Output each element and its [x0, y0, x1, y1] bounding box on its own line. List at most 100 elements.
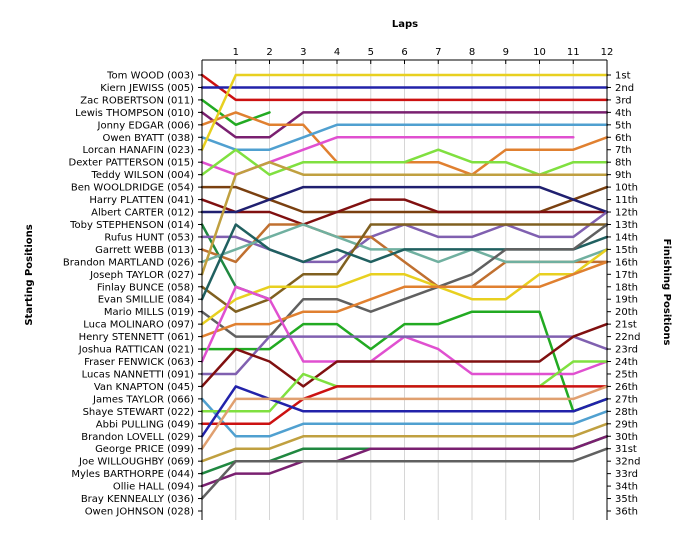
- finishing-position-label: 12th: [615, 208, 638, 219]
- finishing-position-label: 7th: [615, 145, 632, 156]
- finishing-position-label: 8th: [615, 158, 632, 169]
- driver-series-line: [200, 385, 609, 426]
- series-lines: [200, 73, 609, 500]
- lap-tick-label: 9: [503, 47, 509, 58]
- driver-label: George PRICE (099): [95, 444, 194, 455]
- driver-label: Finlay BUNCE (058): [97, 282, 194, 293]
- finishing-position-label: 31st: [615, 444, 637, 455]
- finishing-position-label: 28th: [615, 407, 638, 418]
- finishing-position-label: 20th: [615, 307, 638, 318]
- lap-tick-label: 5: [368, 47, 374, 58]
- finishing-position-label: 4th: [615, 108, 632, 119]
- driver-series-line: [200, 111, 609, 139]
- driver-series-line: [200, 422, 609, 463]
- driver-label: Joe WILLOUGHBY (069): [78, 457, 194, 468]
- lap-tick-label: 10: [533, 47, 546, 58]
- finishing-position-label: 19th: [615, 295, 638, 306]
- lap-tick-label: 11: [567, 47, 580, 58]
- driver-label: Brandon MARTLAND (026): [63, 257, 194, 268]
- lap-tick-label: 8: [469, 47, 475, 58]
- finishing-position-label: 27th: [615, 394, 638, 405]
- driver-label: Albert CARTER (012): [91, 208, 194, 219]
- x-axis-title: Laps: [392, 19, 418, 30]
- driver-label: Evan SMILLIE (084): [98, 295, 194, 306]
- driver-series-line: [200, 185, 609, 214]
- driver-label: Lorcan HANAFIN (023): [83, 145, 195, 156]
- driver-label: Shaye STEWART (022): [83, 407, 195, 418]
- driver-series-line: [200, 335, 609, 376]
- finishing-position-label: 15th: [615, 245, 638, 256]
- driver-series-line: [200, 435, 609, 488]
- driver-label: Van KNAPTON (045): [94, 382, 194, 393]
- driver-series-line: [200, 310, 609, 413]
- finishing-position-label: 1st: [615, 71, 631, 82]
- lap-tick-label: 12: [601, 47, 614, 58]
- finishing-position-label: 14th: [615, 232, 638, 243]
- driver-label: Mario MILLS (019): [104, 307, 194, 318]
- grid: [235, 60, 608, 520]
- driver-label: Harry PLATTEN (041): [89, 195, 194, 206]
- driver-series-line: [200, 123, 609, 151]
- driver-label: Garrett WEBB (013): [95, 245, 194, 256]
- finishing-position-label: 2nd: [615, 83, 634, 94]
- driver-series-line: [200, 260, 609, 338]
- driver-series-line: [200, 198, 609, 226]
- finishing-position-label: 24th: [615, 357, 638, 368]
- driver-label: Joshua RATTICAN (021): [78, 345, 194, 356]
- driver-series-line: [200, 98, 271, 127]
- driver-series-line: [200, 385, 609, 450]
- driver-label: Joseph TAYLOR (027): [89, 270, 194, 281]
- finishing-position-label: 6th: [615, 133, 632, 144]
- driver-label: Zac ROBERTSON (011): [80, 95, 194, 106]
- finishing-position-label: 36th: [615, 507, 638, 518]
- finishing-position-label: 11th: [615, 195, 638, 206]
- finishing-position-label: 35th: [615, 494, 638, 505]
- lap-tick-label: 4: [334, 47, 340, 58]
- driver-label: Ben WOOLDRIDGE (054): [71, 183, 194, 194]
- lap-tick-label: 7: [435, 47, 441, 58]
- driver-series-line: [200, 73, 609, 102]
- finishing-position-label: 26th: [615, 382, 638, 393]
- driver-label: Bray KENNEALLY (036): [81, 494, 194, 505]
- finishing-position-label: 17th: [615, 270, 638, 281]
- driver-label: Owen BYATT (038): [102, 133, 194, 144]
- driver-label: Lucas NANNETTI (091): [82, 369, 195, 380]
- driver-label: Myles BARTHORPE (044): [71, 469, 194, 480]
- axes: 1 2 3 4 5 6 7 8 9 10 11 121st2nd3rd4th5th6th7th8th9…: [63, 47, 640, 520]
- finishing-position-label: 23rd: [615, 345, 638, 356]
- driver-series-line: [200, 136, 575, 176]
- finishing-position-label: 25th: [615, 369, 638, 380]
- finishing-position-label: 18th: [615, 282, 638, 293]
- driver-series-line: [200, 248, 609, 326]
- driver-series-line: [200, 73, 609, 151]
- driver-label: Teddy WILSON (004): [90, 170, 194, 181]
- left-axis-title: Starting Positions: [24, 224, 35, 325]
- driver-label: Jonny EDGAR (006): [97, 120, 195, 131]
- driver-series-line: [200, 160, 609, 276]
- driver-label: Kiern JEWISS (005): [100, 83, 194, 94]
- finishing-position-label: 34th: [615, 482, 638, 493]
- driver-series-line: [200, 322, 609, 388]
- finishing-position-label: 10th: [615, 183, 638, 194]
- finishing-position-label: 32nd: [615, 457, 640, 468]
- driver-label: James TAYLOR (066): [92, 394, 194, 405]
- driver-label: Ollie HALL (094): [113, 482, 194, 493]
- driver-series-line: [200, 397, 609, 438]
- driver-label: Brandon LOVELL (029): [81, 432, 194, 443]
- driver-label: Dexter PATTERSON (015): [69, 158, 195, 169]
- lap-tick-label: 2: [266, 47, 272, 58]
- driver-label: Luca MOLINARO (097): [83, 320, 194, 331]
- finishing-position-label: 16th: [615, 257, 638, 268]
- driver-label: Lewis THOMPSON (010): [75, 108, 194, 119]
- driver-label: Henry STENNETT (061): [79, 332, 194, 343]
- driver-label: Tom WOOD (003): [106, 71, 194, 82]
- lap-tick-label: 3: [300, 47, 306, 58]
- finishing-position-label: 13th: [615, 220, 638, 231]
- driver-label: Rufus HUNT (053): [104, 232, 194, 243]
- driver-label: Owen JOHNSON (028): [85, 507, 194, 518]
- driver-series-line: [200, 447, 609, 500]
- finishing-position-label: 9th: [615, 170, 632, 181]
- finishing-position-label: 30th: [615, 432, 638, 443]
